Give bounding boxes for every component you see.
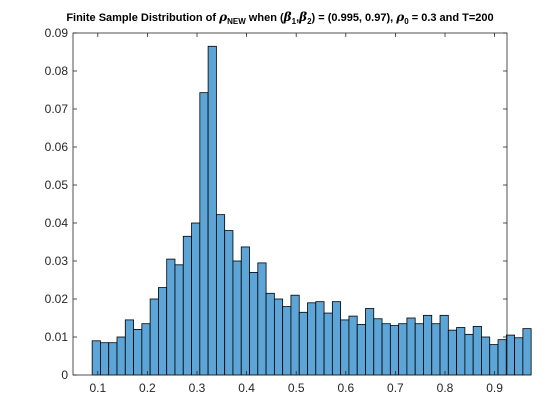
y-tick-label: 0.09 xyxy=(45,26,69,40)
histogram-bar xyxy=(307,302,317,376)
title-segment: 2 xyxy=(307,17,312,26)
title-segment: ρ xyxy=(218,10,228,24)
title-segment: ) = (0.995, 0.97), xyxy=(312,12,397,24)
histogram-bar xyxy=(240,246,250,376)
title-segment: β xyxy=(283,10,292,24)
histogram-bar xyxy=(257,262,267,376)
histogram-bar xyxy=(464,333,474,376)
histogram-bar xyxy=(323,312,333,376)
title-segment: ρ xyxy=(395,10,405,24)
x-tick-label: 0.8 xyxy=(437,381,454,395)
histogram-bar xyxy=(108,342,118,376)
y-tick-label: 0.02 xyxy=(45,292,69,306)
histogram-bar xyxy=(273,298,284,376)
title-segment: = 0.3 and T=200 xyxy=(409,12,494,24)
histogram-bar xyxy=(381,323,391,376)
histogram-bar xyxy=(481,336,491,376)
x-tick-label: 0.1 xyxy=(89,381,106,395)
histogram-bar xyxy=(124,319,134,376)
x-axis-ticks: 0.1 0.2 0.3 0.4 0.5 0.6 0.7 0.8 0.9 xyxy=(89,33,503,395)
y-tick-label: 0.03 xyxy=(45,254,69,268)
title-segment: β xyxy=(298,10,307,24)
histogram-bar xyxy=(398,323,408,376)
histogram-bar xyxy=(439,314,449,376)
title-segment: 0 xyxy=(404,17,409,26)
title-segment: when ( xyxy=(246,12,284,24)
histogram-bar xyxy=(149,298,159,376)
histogram-bar xyxy=(100,342,110,376)
histogram-bar xyxy=(348,315,358,376)
histogram-bar xyxy=(116,336,126,376)
histogram-bar xyxy=(389,325,400,376)
histogram-bar xyxy=(522,328,532,376)
histogram-bar xyxy=(497,339,507,376)
title-segment: 1 xyxy=(292,17,297,26)
y-axis-ticks: 0 0.01 0.02 0.03 0.04 0.05 0.06 0.07 0.08 0.09 xyxy=(45,26,507,382)
histogram-bar xyxy=(472,325,482,376)
histogram-bar xyxy=(423,314,433,376)
histogram-bar xyxy=(365,308,375,376)
histogram-bar xyxy=(191,222,201,376)
y-tick-label: 0.01 xyxy=(45,330,69,344)
y-tick-label: 0.08 xyxy=(45,64,69,78)
histogram-bar xyxy=(174,264,184,376)
histogram-bar xyxy=(505,334,515,376)
x-tick-label: 0.7 xyxy=(387,381,404,395)
axes-box xyxy=(72,32,508,376)
y-tick-label: 0 xyxy=(61,368,68,382)
histogram-bar xyxy=(356,324,366,376)
title-segment: NEW xyxy=(227,17,246,26)
y-tick-label: 0.05 xyxy=(45,178,69,192)
histogram-bar xyxy=(249,271,259,376)
histogram-bar xyxy=(91,340,101,376)
histogram-bar xyxy=(373,318,383,376)
histogram-bar xyxy=(290,294,300,376)
histogram-bar xyxy=(215,214,226,376)
histogram-bar xyxy=(414,323,424,376)
histogram-bars xyxy=(91,45,532,376)
histogram-bar xyxy=(514,337,524,376)
y-tick-label: 0.07 xyxy=(45,102,69,116)
histogram-bar xyxy=(315,301,325,376)
histogram-bar xyxy=(406,317,416,376)
histogram-bar xyxy=(340,319,350,376)
chart-title: Finite Sample Distribution of ρNEW when … xyxy=(66,10,493,26)
histogram-bar xyxy=(166,258,176,376)
x-tick-label: 0.3 xyxy=(189,381,206,395)
y-tick-label: 0.04 xyxy=(45,216,69,230)
histogram-bar xyxy=(232,260,242,376)
histogram-bar xyxy=(447,329,458,376)
histogram-bar xyxy=(265,292,275,376)
histogram-bar xyxy=(489,344,499,376)
histogram-bar xyxy=(331,301,342,376)
x-tick-label: 0.2 xyxy=(139,381,156,395)
histogram-bar xyxy=(224,230,234,376)
histogram-bar xyxy=(282,306,292,376)
x-tick-label: 0.6 xyxy=(337,381,354,395)
title-segment: Finite Sample Distribution of xyxy=(66,12,219,24)
histogram-bar xyxy=(298,311,308,376)
x-tick-label: 0.4 xyxy=(238,381,255,395)
axes xyxy=(72,32,508,376)
x-tick-label: 0.9 xyxy=(486,381,503,395)
histogram-bar xyxy=(158,287,168,376)
histogram-bar xyxy=(207,45,217,376)
histogram-bar xyxy=(199,92,209,376)
histogram-bar xyxy=(133,328,143,376)
histogram-bar xyxy=(431,323,441,376)
x-tick-label: 0.5 xyxy=(288,381,305,395)
histogram-bar xyxy=(456,327,466,376)
histogram-bar xyxy=(141,323,151,376)
y-tick-label: 0.06 xyxy=(45,140,69,154)
histogram-bar xyxy=(182,235,192,376)
title-segment: , xyxy=(296,12,299,24)
